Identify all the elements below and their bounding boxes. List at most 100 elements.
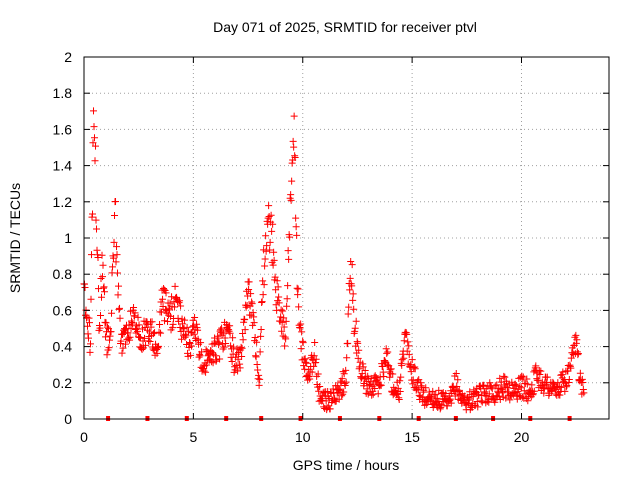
data-point	[285, 255, 293, 263]
data-point	[281, 342, 289, 350]
data-point	[84, 322, 92, 330]
data-point	[287, 191, 295, 199]
data-point	[242, 303, 250, 311]
data-point	[295, 303, 303, 311]
data-point	[389, 370, 397, 378]
data-point	[374, 390, 382, 398]
data-point	[119, 344, 127, 352]
data-point	[572, 331, 580, 339]
y-tick-label: 1.8	[53, 85, 73, 101]
data-point	[202, 346, 210, 354]
data-point	[399, 350, 407, 358]
data-point	[464, 396, 472, 404]
data-point	[94, 253, 102, 261]
data-point	[127, 324, 135, 332]
data-point	[226, 329, 234, 337]
data-point	[98, 293, 106, 301]
data-point	[193, 320, 201, 328]
data-point	[236, 360, 244, 368]
data-point	[104, 323, 112, 331]
data-point	[198, 348, 206, 356]
data-point	[511, 380, 519, 388]
data-point	[128, 318, 136, 326]
data-point	[227, 342, 235, 350]
data-point	[417, 382, 425, 390]
data-point	[172, 294, 180, 302]
data-point	[487, 383, 495, 391]
data-point	[348, 261, 356, 269]
data-point	[436, 405, 444, 413]
data-point	[220, 343, 228, 351]
data-point	[403, 330, 411, 338]
data-point	[272, 301, 280, 309]
data-point	[350, 305, 358, 313]
data-point	[565, 379, 573, 387]
data-point	[109, 263, 117, 271]
data-point	[351, 327, 359, 335]
data-point	[301, 355, 309, 363]
data-point	[353, 338, 361, 346]
data-point	[355, 365, 363, 373]
data-point	[252, 353, 260, 361]
x-tick-label: 15	[404, 429, 420, 445]
data-point	[565, 375, 573, 383]
data-point	[190, 330, 198, 338]
data-point	[81, 284, 89, 292]
data-point	[262, 247, 270, 255]
data-point	[506, 396, 514, 404]
data-point	[241, 316, 249, 324]
data-point	[400, 337, 408, 345]
data-point	[425, 388, 433, 396]
data-point	[166, 299, 174, 307]
data-point	[270, 248, 278, 256]
data-point	[254, 375, 262, 383]
data-point	[269, 261, 277, 269]
data-point	[337, 379, 345, 387]
data-point	[453, 383, 461, 391]
data-point	[230, 343, 238, 351]
data-point	[255, 381, 263, 389]
data-point	[411, 365, 419, 373]
x-tick-label: 0	[80, 429, 88, 445]
data-point	[190, 322, 198, 330]
chart-title: Day 071 of 2025, SRMTID for receiver ptv…	[213, 19, 477, 35]
data-point	[346, 286, 354, 294]
data-point	[414, 386, 422, 394]
data-point	[292, 223, 300, 231]
data-point	[239, 329, 247, 337]
data-point	[216, 355, 224, 363]
data-point	[469, 393, 477, 401]
data-point	[347, 258, 355, 266]
data-point	[404, 338, 412, 346]
data-point	[287, 196, 295, 204]
data-point	[533, 375, 541, 383]
data-point	[372, 374, 380, 382]
data-point	[89, 210, 97, 218]
data-point	[354, 354, 362, 362]
data-point	[377, 381, 385, 389]
data-point	[275, 293, 283, 301]
data-point	[474, 403, 482, 411]
data-point	[87, 295, 95, 303]
data-point	[250, 319, 258, 327]
data-point	[130, 303, 138, 311]
data-point	[253, 338, 261, 346]
data-point	[116, 304, 124, 312]
data-point	[562, 383, 570, 391]
data-point	[486, 379, 494, 387]
data-point	[278, 327, 286, 335]
data-point	[310, 362, 318, 370]
x-tick-label: 20	[514, 429, 530, 445]
data-point	[369, 390, 377, 398]
data-point	[536, 370, 544, 378]
data-point	[380, 372, 388, 380]
y-axis-label: SRMTID / TECUs	[7, 183, 23, 293]
data-point	[267, 211, 275, 219]
data-point	[523, 380, 531, 388]
data-point	[145, 337, 153, 345]
data-point	[303, 359, 311, 367]
data-point	[253, 361, 261, 369]
data-point	[561, 387, 569, 395]
data-point	[122, 325, 130, 333]
data-point	[373, 376, 381, 384]
